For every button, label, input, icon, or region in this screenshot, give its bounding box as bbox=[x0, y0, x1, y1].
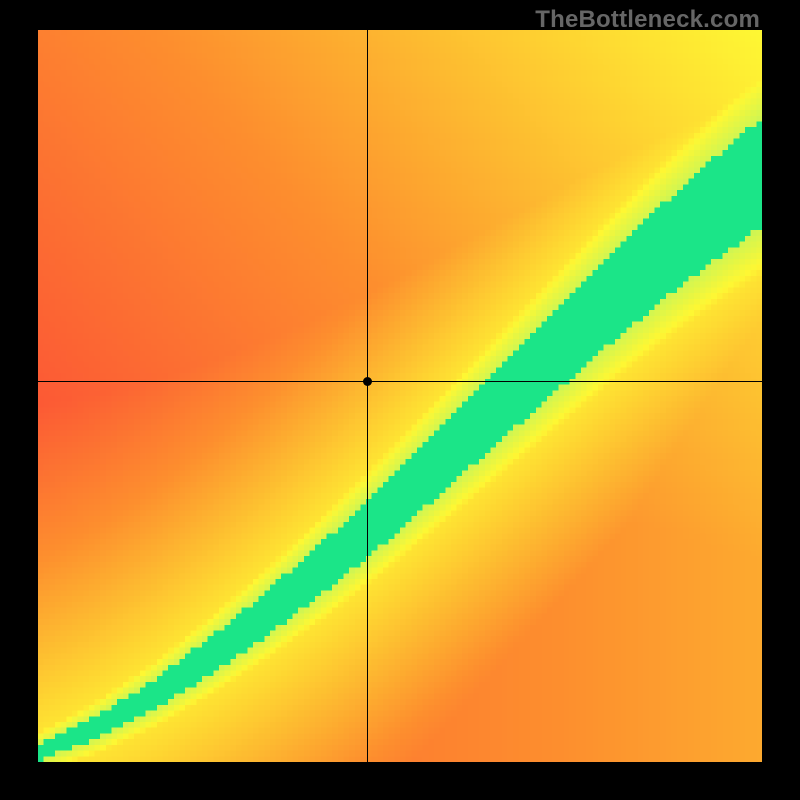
bottleneck-heatmap bbox=[38, 30, 762, 762]
watermark-label: TheBottleneck.com bbox=[535, 6, 760, 34]
chart-container: TheBottleneck.com bbox=[0, 0, 800, 800]
crosshair-marker bbox=[363, 377, 372, 386]
crosshair-vertical bbox=[367, 30, 368, 762]
crosshair-horizontal bbox=[38, 381, 762, 382]
